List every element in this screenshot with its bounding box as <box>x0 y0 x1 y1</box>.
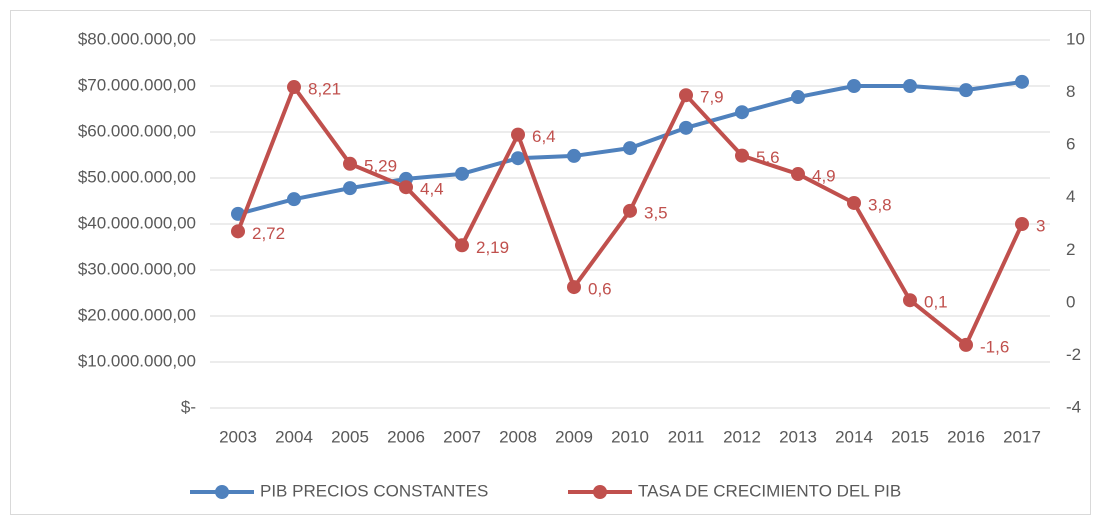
series-marker <box>1015 74 1029 89</box>
x-tick-label: 2016 <box>947 427 985 446</box>
data-label: 3,5 <box>644 203 668 222</box>
chart-frame <box>10 10 1091 515</box>
x-tick-label: 2012 <box>723 427 761 446</box>
y2-tick-label: -2 <box>1066 345 1081 364</box>
y2-tick-label: 10 <box>1066 29 1085 48</box>
series-marker <box>679 120 693 135</box>
x-tick-label: 2006 <box>387 427 425 446</box>
x-tick-label: 2010 <box>611 427 649 446</box>
series-marker <box>343 156 357 171</box>
series-marker <box>511 127 525 142</box>
y-tick-label: $10.000.000,00 <box>78 351 196 370</box>
series-marker <box>343 181 357 196</box>
y-tick-label: $60.000.000,00 <box>78 121 196 140</box>
y-tick-label: $80.000.000,00 <box>78 29 196 48</box>
x-tick-label: 2015 <box>891 427 929 446</box>
y-tick-label: $30.000.000,00 <box>78 259 196 278</box>
series-marker <box>679 88 693 103</box>
series-marker <box>287 80 301 95</box>
series-marker <box>1015 217 1029 231</box>
x-tick-label: 2005 <box>331 427 369 446</box>
x-tick-label: 2007 <box>443 427 481 446</box>
data-label: 3 <box>1036 216 1045 235</box>
series-marker <box>511 151 525 166</box>
y2-tick-label: 2 <box>1066 240 1075 259</box>
x-tick-label: 2017 <box>1003 427 1041 446</box>
x-tick-label: 2014 <box>835 427 873 446</box>
data-label: 5,6 <box>756 148 780 167</box>
legend-label: PIB PRECIOS CONSTANTES <box>260 481 488 500</box>
series-marker <box>791 167 805 182</box>
y2-tick-label: 0 <box>1066 292 1075 311</box>
data-label: 4,4 <box>420 180 444 199</box>
y2-tick-label: 8 <box>1066 82 1075 101</box>
legend-label: TASA DE CRECIMIENTO DEL PIB <box>638 481 901 500</box>
series-marker <box>623 141 637 156</box>
y2-tick-label: 6 <box>1066 135 1075 154</box>
data-label: -1,6 <box>980 337 1009 356</box>
y-tick-label: $- <box>181 397 196 416</box>
data-label: 7,9 <box>700 88 724 107</box>
y-tick-label: $50.000.000,00 <box>78 167 196 186</box>
data-label: 0,6 <box>588 280 612 299</box>
data-label: 2,72 <box>252 224 285 243</box>
data-label: 6,4 <box>532 127 556 146</box>
y-tick-label: $20.000.000,00 <box>78 305 196 324</box>
series-marker <box>735 105 749 120</box>
data-label: 0,1 <box>924 293 948 312</box>
series-marker <box>959 337 973 352</box>
series-marker <box>959 83 973 98</box>
series-marker <box>735 148 749 163</box>
x-tick-label: 2013 <box>779 427 817 446</box>
y-tick-label: $70.000.000,00 <box>78 75 196 94</box>
y2-tick-label: 4 <box>1066 187 1075 206</box>
x-tick-label: 2011 <box>668 427 705 446</box>
series-marker <box>903 293 917 308</box>
y2-tick-label: -4 <box>1066 397 1081 416</box>
series-marker <box>287 192 301 207</box>
legend-marker <box>215 485 229 499</box>
data-label: 8,21 <box>308 80 341 99</box>
x-tick-label: 2009 <box>555 427 593 446</box>
series-marker <box>567 148 581 163</box>
data-label: 2,19 <box>476 238 509 257</box>
data-label: 3,8 <box>868 195 892 214</box>
series-marker <box>567 280 581 295</box>
series-marker <box>903 79 917 93</box>
data-label: 4,9 <box>812 167 836 186</box>
series-marker <box>791 90 805 105</box>
series-marker <box>231 224 245 239</box>
x-tick-label: 2004 <box>275 427 313 446</box>
y-tick-label: $40.000.000,00 <box>78 213 196 232</box>
x-tick-label: 2003 <box>219 427 257 446</box>
series-marker <box>623 203 637 218</box>
series-marker <box>399 180 413 195</box>
series-marker <box>455 238 469 253</box>
x-tick-label: 2008 <box>499 427 537 446</box>
data-label: 5,29 <box>364 156 397 175</box>
series-marker <box>847 195 861 210</box>
legend-marker <box>593 485 607 499</box>
series-marker <box>455 166 469 181</box>
series-marker <box>847 79 861 93</box>
